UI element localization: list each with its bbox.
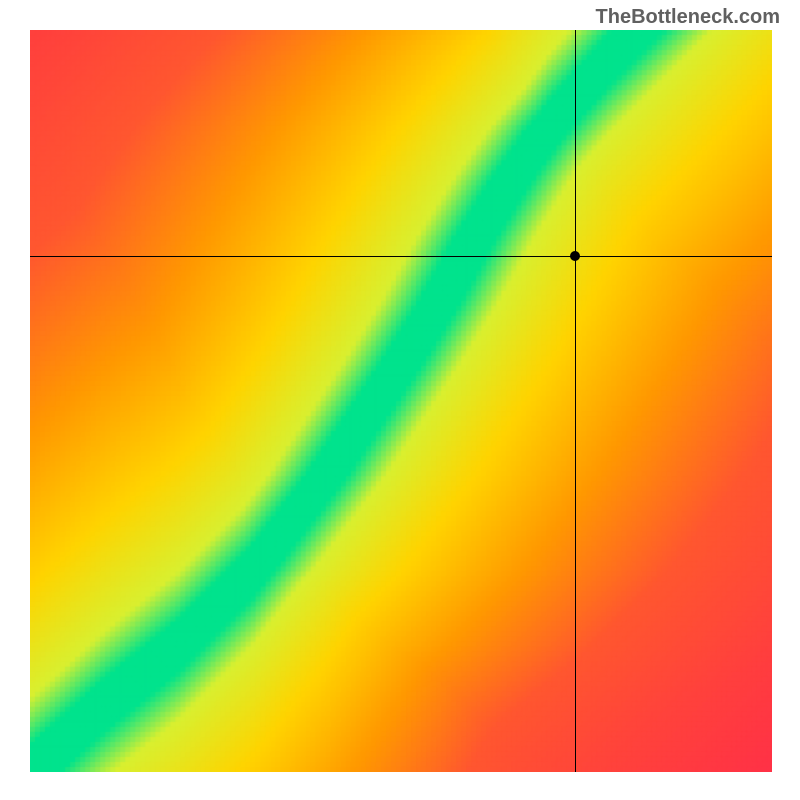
crosshair-horizontal-line [30, 256, 772, 257]
heatmap-canvas [30, 30, 772, 772]
watermark-text: TheBottleneck.com [596, 6, 780, 29]
crosshair-marker-dot [570, 251, 580, 261]
bottleneck-heatmap [30, 30, 772, 772]
crosshair-vertical-line [575, 30, 576, 772]
